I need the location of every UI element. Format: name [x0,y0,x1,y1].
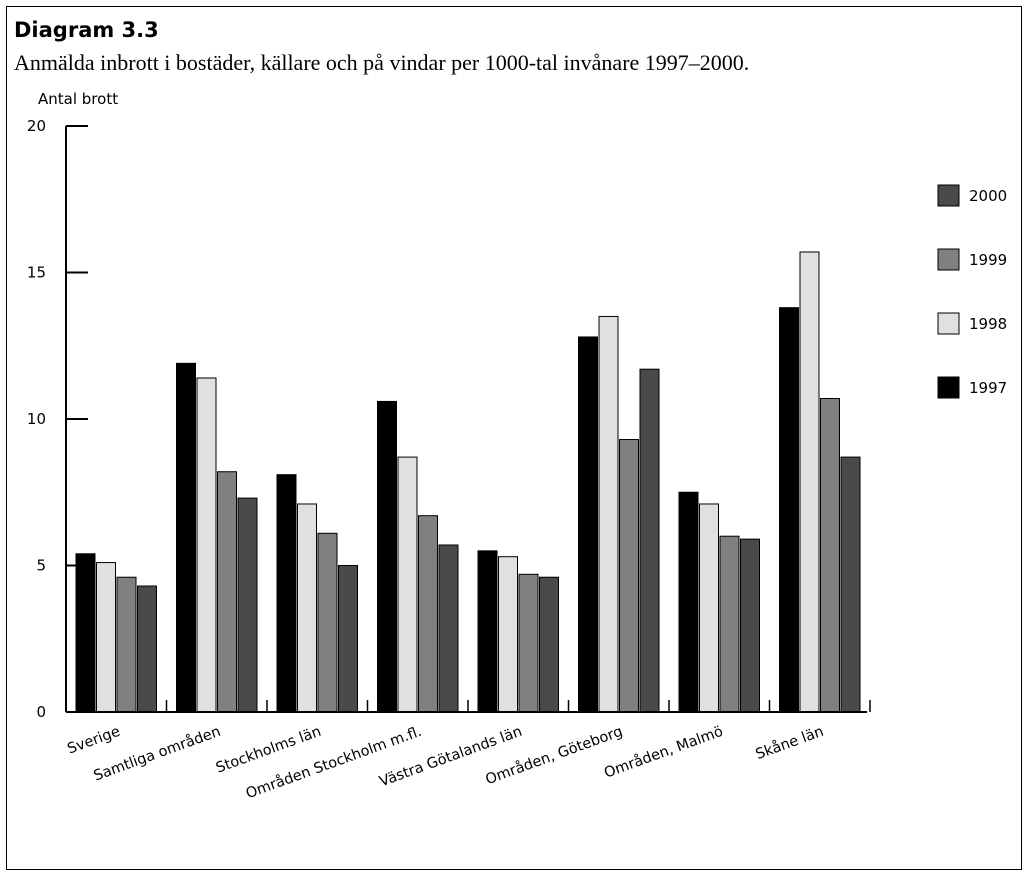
legend-label-1998: 1998 [969,315,1007,333]
bar-1999-2 [317,532,338,713]
bar-1997-0 [75,553,96,713]
legend-group: 2000 1999 1998 1997 [937,184,1007,399]
bar-1997-6 [678,491,699,713]
legend-swatch-1998 [937,312,960,335]
bar-1998-2 [297,503,317,713]
legend-label-1999: 1999 [969,251,1007,269]
y-tick-label: 10 [27,410,46,428]
bar-1999-1 [217,471,237,713]
bar-1999-4 [518,573,539,713]
bar-1999-7 [820,397,840,713]
y-axis-label: Antal brott [38,90,119,108]
y-tick-label: 15 [27,264,46,282]
bar-1998-3 [397,456,418,713]
bar-1998-7 [799,251,820,713]
bar-2000-1 [237,497,258,713]
bar-1998-1 [196,377,217,713]
legend-label-2000: 2000 [969,187,1007,205]
bar-1997-1 [176,362,196,713]
y-tick-label: 0 [36,703,46,721]
bar-1997-4 [477,550,498,713]
bars-group [75,251,861,713]
bar-1999-5 [619,439,639,713]
x-category-label: Skåne län [753,723,826,763]
x-category-label: Områden Stockholm m.fl. [244,723,424,803]
y-tick-label: 20 [27,117,46,135]
y-ticks-group: 0 5 10 15 20 [27,117,88,721]
legend-swatch-2000 [937,184,960,207]
bar-1998-0 [96,562,116,713]
legend-swatch-1999 [937,248,960,271]
chart-title: Anmälda inbrott i bostäder, källare och … [14,50,750,75]
bar-2000-0 [137,585,157,713]
bar-1998-6 [699,503,719,713]
bar-2000-5 [639,368,660,713]
bar-1999-3 [418,515,438,713]
bar-2000-3 [438,544,459,713]
bar-1997-7 [779,307,799,713]
bar-1998-5 [598,315,619,713]
bar-1999-6 [719,535,740,713]
bar-2000-2 [338,565,358,713]
x-category-label: Sverige [65,724,122,758]
legend-label-1997: 1997 [969,379,1007,397]
bar-1997-2 [276,474,297,713]
bar-1997-3 [377,400,397,713]
legend-swatch-1997 [937,376,960,399]
y-tick-label: 5 [36,557,46,575]
bar-1998-4 [498,556,518,713]
bar-1999-0 [116,576,137,713]
bar-2000-4 [539,576,559,713]
bar-2000-6 [740,538,760,713]
diagram-heading: Diagram 3.3 [14,18,159,42]
chart-frame [6,6,1022,870]
bar-1997-5 [578,336,598,713]
bar-2000-7 [840,456,861,713]
